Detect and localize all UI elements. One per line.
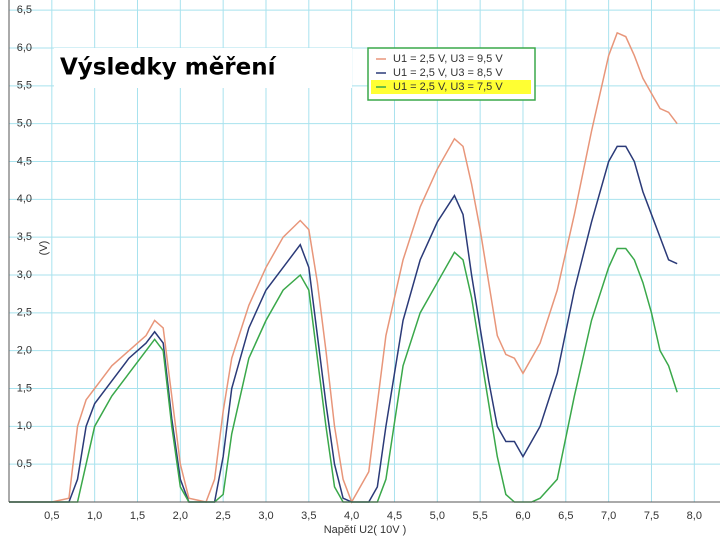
- x-tick-label: 6,0: [515, 510, 530, 522]
- x-tick-label: 1,5: [130, 510, 145, 522]
- y-tick-label: 5,5: [17, 80, 32, 92]
- legend-label: U1 = 2,5 V, U3 = 8,5 V: [393, 67, 503, 79]
- x-tick-label: 2,5: [216, 510, 231, 522]
- legend-label: U1 = 2,5 V, U3 = 7,5 V: [393, 81, 503, 93]
- x-tick-label: 5,5: [472, 510, 487, 522]
- y-tick-label: 4,0: [17, 193, 32, 205]
- y-tick-label: 2,0: [17, 345, 32, 357]
- x-tick-label: 1,0: [87, 510, 102, 522]
- x-tick-label: 3,0: [258, 510, 273, 522]
- y-tick-label: 1,0: [17, 420, 32, 432]
- x-tick-label: 4,0: [344, 510, 359, 522]
- y-axis-label: (V): [38, 241, 50, 256]
- x-axis-label: Napětí U2( 10V ): [324, 524, 407, 536]
- series-line: [9, 31, 678, 504]
- x-tick-label: 7,0: [601, 510, 616, 522]
- x-tick-label: 4,5: [387, 510, 402, 522]
- y-tick-label: 5,0: [17, 118, 32, 130]
- y-tick-label: 2,5: [17, 307, 32, 319]
- x-tick-label: 2,0: [173, 510, 188, 522]
- x-tick-label: 6,5: [558, 510, 573, 522]
- chart-title: Výsledky měření: [60, 55, 277, 81]
- x-tick-label: 8,0: [687, 510, 702, 522]
- y-tick-label: 1,5: [17, 382, 32, 394]
- x-tick-label: 7,5: [644, 510, 659, 522]
- y-tick-label: 6,5: [17, 4, 32, 16]
- y-tick-label: 3,5: [17, 231, 32, 243]
- y-tick-label: 4,5: [17, 155, 32, 167]
- x-tick-label: 0,5: [44, 510, 59, 522]
- x-tick-label: 5,0: [430, 510, 445, 522]
- legend-label: U1 = 2,5 V, U3 = 9,5 V: [393, 53, 503, 65]
- title-box: [54, 48, 352, 88]
- legend-highlight: [371, 80, 531, 94]
- x-tick-label: 3,5: [301, 510, 316, 522]
- y-tick-label: 3,0: [17, 269, 32, 281]
- y-tick-label: 0,5: [17, 458, 32, 470]
- legend: U1 = 2,5 V, U3 = 9,5 V U1 = 2,5 V, U3 = 8…: [371, 53, 531, 94]
- y-tick-label: 6,0: [17, 42, 32, 54]
